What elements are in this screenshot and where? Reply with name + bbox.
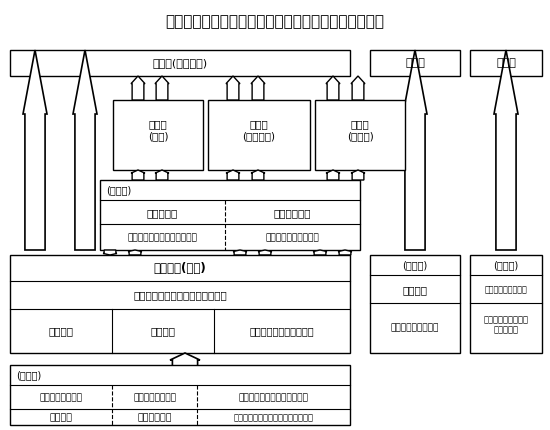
Text: ㈱ヤマウトラスト: ㈱ヤマウトラスト	[133, 393, 176, 402]
Bar	[10, 255, 350, 353]
Text: 土木製品: 土木製品	[48, 326, 74, 336]
Text: 光洋システム機器㈱: 光洋システム機器㈱	[485, 286, 527, 295]
Polygon shape	[258, 250, 272, 255]
Text: 得意先(建設業者): 得意先(建設業者)	[152, 58, 207, 68]
Text: 得意先
(商社): 得意先 (商社)	[148, 119, 168, 141]
Polygon shape	[251, 170, 265, 180]
Text: (子会社): (子会社)	[493, 260, 519, 270]
Text: コンクリート製品製造・販売事業: コンクリート製品製造・販売事業	[133, 290, 227, 300]
Polygon shape	[338, 250, 352, 255]
Bar	[370, 50, 460, 76]
Text: 得意先
(その他): 得意先 (その他)	[346, 119, 373, 141]
Bar	[315, 100, 405, 170]
Bar	[208, 100, 310, 170]
Bar	[470, 50, 542, 76]
Text: クリエイティブ・モールド㈱: クリエイティブ・モールド㈱	[239, 393, 309, 402]
Text: ㈲ヤマウ・アサヒ: ㈲ヤマウ・アサヒ	[40, 393, 82, 402]
Text: ㈱ヤマウグループが営んでいる事業に係わる位置付け: ㈱ヤマウグループが営んでいる事業に係わる位置付け	[166, 15, 384, 30]
Polygon shape	[226, 76, 240, 100]
Polygon shape	[226, 170, 240, 180]
Text: ㈱ヤマウ(当社): ㈱ヤマウ(当社)	[153, 261, 206, 274]
Text: 情報機器の開発・販
売及び保守: 情報機器の開発・販 売及び保守	[483, 315, 529, 335]
Polygon shape	[103, 250, 117, 255]
Text: 景観製品: 景観製品	[151, 326, 175, 336]
Text: 製造業務請負: 製造業務請負	[138, 414, 172, 423]
Text: メック㈱: メック㈱	[403, 285, 427, 295]
Polygon shape	[233, 250, 247, 255]
Text: 大分フジ㈱: 大分フジ㈱	[147, 208, 178, 218]
Polygon shape	[351, 76, 365, 100]
Text: 得意先: 得意先	[496, 58, 516, 68]
Bar	[470, 255, 542, 353]
Text: 九コン販売㈱: 九コン販売㈱	[274, 208, 311, 218]
Polygon shape	[403, 50, 427, 250]
Polygon shape	[131, 170, 145, 180]
Polygon shape	[313, 250, 327, 255]
Polygon shape	[23, 50, 47, 250]
Text: コンクリート製品製造・販売: コンクリート製品製造・販売	[128, 233, 197, 243]
Text: コンクリート構造物: コンクリート構造物	[391, 323, 439, 332]
Polygon shape	[326, 170, 340, 180]
Text: (子会社): (子会社)	[106, 185, 131, 195]
Text: (子会社): (子会社)	[16, 370, 41, 380]
Text: 得意先: 得意先	[405, 58, 425, 68]
Text: レジンコンクリート製品: レジンコンクリート製品	[250, 326, 314, 336]
Polygon shape	[494, 50, 518, 250]
Polygon shape	[73, 50, 97, 250]
Polygon shape	[170, 353, 200, 375]
Text: (子会社): (子会社)	[403, 260, 428, 270]
Polygon shape	[131, 76, 145, 100]
Bar	[113, 100, 203, 170]
Text: コンクリート製品用型枠製造・販売: コンクリート製品用型枠製造・販売	[234, 414, 314, 423]
Polygon shape	[128, 250, 142, 255]
Polygon shape	[155, 170, 169, 180]
Text: 得意先
(同業他社): 得意先 (同業他社)	[243, 119, 276, 141]
Bar	[370, 255, 460, 353]
Text: コンクリート製品販売: コンクリート製品販売	[266, 233, 319, 243]
Polygon shape	[251, 76, 265, 100]
Bar	[100, 180, 360, 250]
Polygon shape	[155, 76, 169, 100]
Bar	[10, 365, 350, 425]
Bar	[10, 50, 350, 76]
Text: 鉄筋加工: 鉄筋加工	[50, 414, 73, 423]
Polygon shape	[351, 170, 365, 180]
Polygon shape	[326, 76, 340, 100]
